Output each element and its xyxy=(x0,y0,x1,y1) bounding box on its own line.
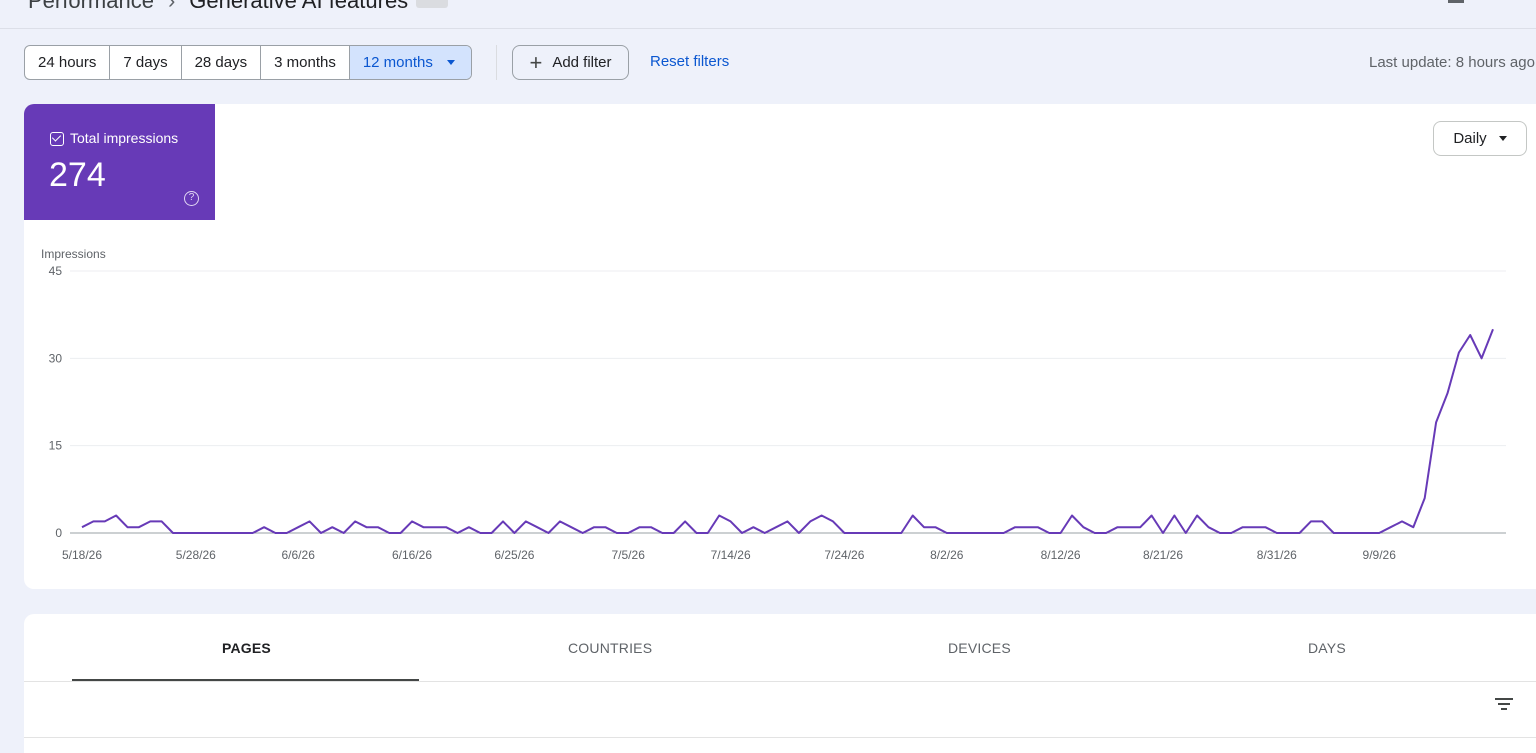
toolbar-divider xyxy=(496,45,497,80)
chevron-down-icon xyxy=(446,60,455,65)
range-12-months-label: 12 months xyxy=(362,54,433,71)
tabs-divider xyxy=(24,681,1536,682)
breadcrumb-separator: › xyxy=(167,0,176,13)
y-axis-label: Impressions xyxy=(41,247,106,261)
tab-days[interactable]: DAYS xyxy=(1308,640,1346,656)
date-range-selector: 24 hours 7 days 28 days 3 months 12 mont… xyxy=(24,45,472,80)
add-filter-label: Add filter xyxy=(552,54,612,71)
page-title: Generative AI features xyxy=(189,0,409,13)
granularity-dropdown[interactable]: Daily xyxy=(1433,121,1527,156)
dimension-tabs-card xyxy=(24,614,1536,753)
x-tick-label: 7/14/26 xyxy=(711,548,751,562)
impressions-line-chart: Impressions 45 30 15 05/18/26 5/28/26 6/6/26 6/… xyxy=(41,247,1506,562)
range-12-months-dropdown[interactable]: 12 months xyxy=(349,46,471,79)
chevron-down-icon xyxy=(1498,136,1507,141)
x-tick-label: 8/2/26 xyxy=(930,548,964,562)
new-badge xyxy=(416,0,449,9)
range-28-days-button[interactable]: 28 days xyxy=(182,46,262,79)
range-7-days-button[interactable]: 7 days xyxy=(110,46,182,79)
menu-icon[interactable] xyxy=(1448,0,1464,3)
x-tick-label: 9/9/26 xyxy=(1363,548,1397,562)
plus-icon: + xyxy=(529,49,543,75)
x-tick-label: 5/28/26 xyxy=(176,548,216,562)
active-tab-indicator xyxy=(72,679,419,682)
metric-value: 274 xyxy=(49,156,106,194)
impressions-series-line xyxy=(81,328,1494,534)
x-tick-label: 7/24/26 xyxy=(824,548,864,562)
breadcrumb: Performance › Generative AI features xyxy=(28,0,449,14)
x-tick-label: 6/25/26 xyxy=(494,548,534,562)
filter-list-icon[interactable] xyxy=(1494,698,1514,712)
breadcrumb-parent[interactable]: Performance xyxy=(28,0,154,13)
metric-label: Total impressions xyxy=(70,130,179,146)
y-tick-label: 30 xyxy=(49,351,63,365)
range-24-hours-button[interactable]: 24 hours xyxy=(25,46,111,79)
y-tick-label: 0 xyxy=(55,526,62,540)
x-tick-label: 6/16/26 xyxy=(392,548,432,562)
x-tick-label: 8/21/26 xyxy=(1143,548,1183,562)
granularity-label: Daily xyxy=(1453,130,1487,147)
y-tick-label: 45 xyxy=(49,264,63,278)
range-3-months-button[interactable]: 3 months xyxy=(261,46,350,79)
x-tick-label: 8/12/26 xyxy=(1041,548,1081,562)
top-bar: Performance › Generative AI features xyxy=(0,0,1536,29)
y-tick-label: 15 xyxy=(49,439,63,453)
x-tick-label: 6/6/26 xyxy=(282,548,316,562)
x-tick-label: 5/18/26 xyxy=(62,548,102,562)
total-impressions-card[interactable]: Total impressions 274 ? xyxy=(24,104,215,220)
tab-devices[interactable]: DEVICES xyxy=(948,640,1011,656)
last-update-text: Last update: 8 hours ago xyxy=(1369,54,1535,71)
tab-pages[interactable]: PAGES xyxy=(222,640,271,656)
x-tick-label: 8/31/26 xyxy=(1257,548,1297,562)
chart-card xyxy=(24,104,1536,589)
help-circle-icon[interactable]: ? xyxy=(184,191,199,206)
reset-filters-link[interactable]: Reset filters xyxy=(650,53,730,70)
checkbox-checked-icon[interactable] xyxy=(50,132,64,146)
tab-countries[interactable]: COUNTRIES xyxy=(568,640,653,656)
add-filter-button[interactable]: + Add filter xyxy=(512,45,629,80)
table-header-divider xyxy=(24,737,1536,738)
x-tick-label: 7/5/26 xyxy=(612,548,646,562)
